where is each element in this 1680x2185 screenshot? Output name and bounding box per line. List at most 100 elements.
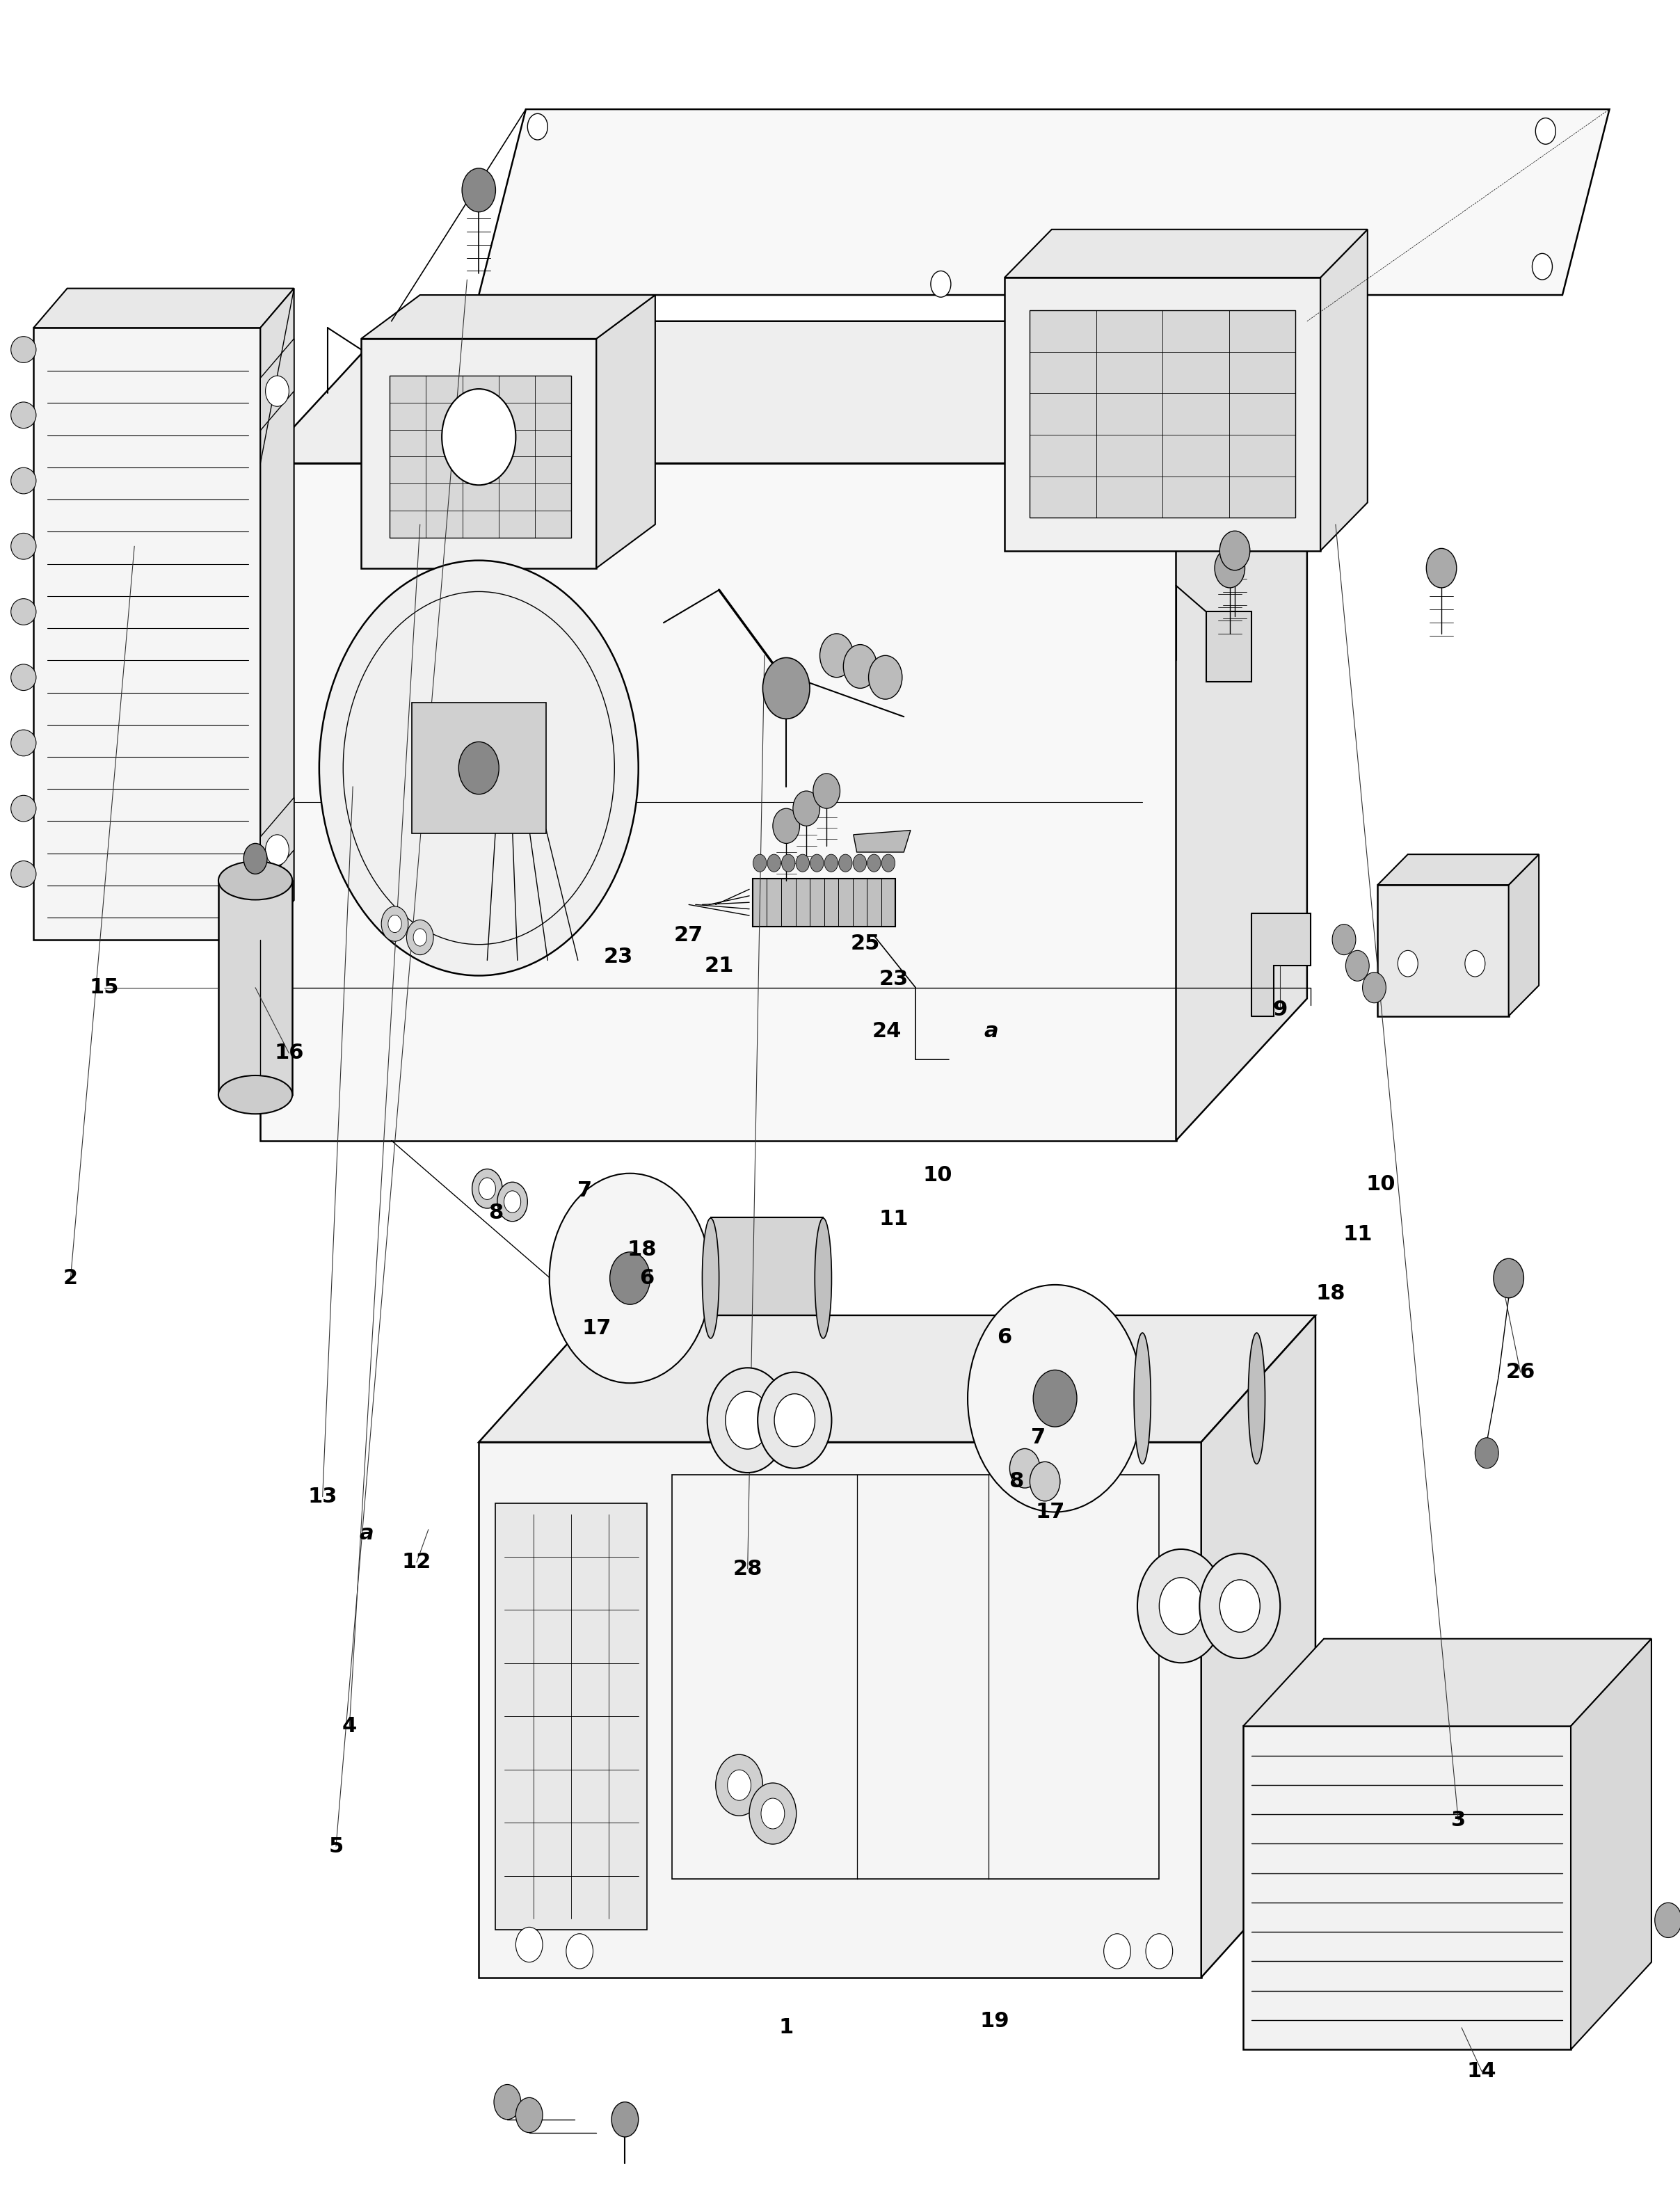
Ellipse shape [12, 730, 37, 756]
Circle shape [810, 854, 823, 872]
Circle shape [793, 791, 820, 826]
Circle shape [413, 929, 427, 946]
Polygon shape [1142, 1333, 1257, 1464]
Text: 26: 26 [1505, 1361, 1536, 1383]
Circle shape [462, 168, 496, 212]
Ellipse shape [12, 861, 37, 887]
Text: 17: 17 [1035, 1501, 1065, 1523]
Circle shape [319, 562, 638, 975]
Text: 17: 17 [581, 1318, 612, 1339]
Circle shape [1494, 1259, 1524, 1298]
Polygon shape [711, 1217, 823, 1339]
Circle shape [853, 854, 867, 872]
Circle shape [768, 854, 781, 872]
Circle shape [1030, 1462, 1060, 1501]
Polygon shape [260, 321, 1307, 463]
Circle shape [774, 1394, 815, 1446]
Text: 6: 6 [640, 1267, 654, 1289]
Text: 10: 10 [922, 1165, 953, 1186]
Text: 5: 5 [329, 1835, 343, 1857]
Text: 14: 14 [1467, 2060, 1497, 2082]
Bar [672, 1475, 1159, 1879]
Polygon shape [479, 1442, 1201, 1977]
Polygon shape [596, 295, 655, 568]
Polygon shape [1378, 854, 1539, 885]
Circle shape [494, 2084, 521, 2119]
Circle shape [528, 114, 548, 140]
Circle shape [612, 2102, 638, 2137]
Text: 19: 19 [979, 2010, 1010, 2032]
Polygon shape [479, 1315, 1315, 1442]
Polygon shape [260, 463, 1176, 1141]
Circle shape [727, 1770, 751, 1800]
Polygon shape [260, 288, 294, 940]
Text: 8: 8 [1010, 1471, 1023, 1492]
Circle shape [516, 2098, 543, 2133]
Polygon shape [853, 830, 911, 852]
Text: 10: 10 [1366, 1173, 1396, 1195]
Text: 11: 11 [1342, 1224, 1373, 1245]
Text: 7: 7 [578, 1180, 591, 1202]
Text: 24: 24 [872, 1020, 902, 1042]
Ellipse shape [702, 1219, 719, 1337]
Circle shape [761, 1798, 785, 1829]
Circle shape [1220, 531, 1250, 570]
Ellipse shape [1248, 1333, 1265, 1464]
Polygon shape [1509, 854, 1539, 1016]
Ellipse shape [12, 468, 37, 494]
Circle shape [838, 854, 852, 872]
Polygon shape [1176, 321, 1307, 1141]
Circle shape [265, 376, 289, 406]
Circle shape [1159, 1578, 1203, 1634]
Circle shape [1426, 548, 1457, 588]
Circle shape [1346, 950, 1369, 981]
Text: 23: 23 [879, 968, 909, 990]
Polygon shape [1005, 229, 1368, 277]
Circle shape [343, 592, 615, 944]
Circle shape [968, 1285, 1142, 1512]
Circle shape [707, 1368, 788, 1473]
Circle shape [931, 271, 951, 297]
Circle shape [549, 1173, 711, 1383]
Circle shape [882, 854, 895, 872]
Circle shape [459, 743, 499, 795]
Ellipse shape [12, 599, 37, 625]
Circle shape [472, 1169, 502, 1208]
Bar [496, 1503, 647, 1929]
Text: 25: 25 [850, 933, 880, 955]
Text: 21: 21 [704, 955, 734, 977]
Bar [1378, 885, 1509, 1016]
Circle shape [813, 773, 840, 808]
Circle shape [381, 907, 408, 942]
Text: 18: 18 [627, 1239, 657, 1261]
Text: 1: 1 [780, 2017, 793, 2039]
Bar [412, 704, 546, 835]
Polygon shape [361, 339, 596, 568]
Text: 6: 6 [998, 1326, 1011, 1348]
Circle shape [1146, 1934, 1173, 1969]
Circle shape [1398, 950, 1418, 977]
Text: 23: 23 [603, 946, 633, 968]
Polygon shape [1206, 612, 1252, 682]
Circle shape [749, 1783, 796, 1844]
Polygon shape [260, 798, 294, 889]
Circle shape [1104, 1934, 1131, 1969]
Circle shape [1200, 1554, 1280, 1658]
Text: 15: 15 [89, 977, 119, 999]
Bar [390, 376, 571, 538]
Polygon shape [260, 339, 294, 430]
Circle shape [753, 854, 766, 872]
Circle shape [716, 1755, 763, 1816]
Text: 28: 28 [732, 1558, 763, 1580]
Circle shape [843, 645, 877, 688]
Polygon shape [34, 288, 294, 328]
Text: 12: 12 [402, 1551, 432, 1573]
Text: 13: 13 [307, 1486, 338, 1508]
Bar [753, 878, 895, 926]
Polygon shape [1201, 1315, 1315, 1977]
Circle shape [1010, 1449, 1040, 1488]
Circle shape [1532, 253, 1552, 280]
Polygon shape [479, 109, 1609, 295]
Text: 11: 11 [879, 1208, 909, 1230]
Circle shape [773, 808, 800, 843]
